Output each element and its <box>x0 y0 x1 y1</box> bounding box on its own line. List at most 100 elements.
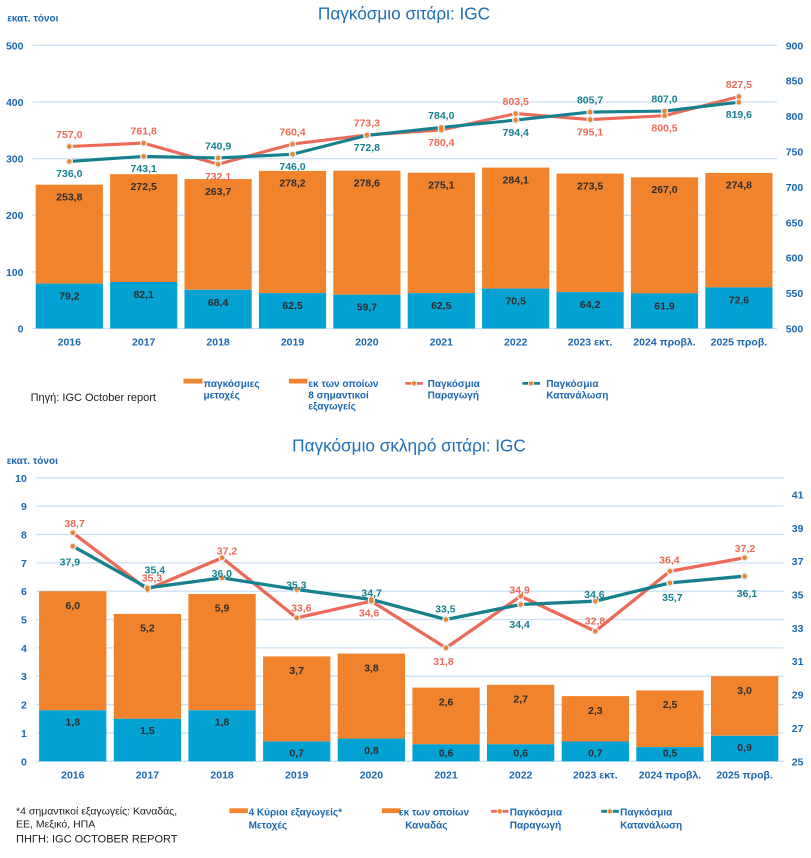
svg-text:5,2: 5,2 <box>140 623 155 635</box>
svg-text:0,7: 0,7 <box>588 748 603 760</box>
svg-text:0,7: 0,7 <box>289 748 304 760</box>
svg-text:82,1: 82,1 <box>133 289 154 301</box>
svg-text:2017: 2017 <box>132 336 156 348</box>
svg-text:παγκόσμιες: παγκόσμιες <box>204 379 260 390</box>
svg-text:Μετοχές: Μετοχές <box>249 820 287 831</box>
svg-text:36,4: 36,4 <box>659 555 680 567</box>
svg-text:ΠΗΓΗ: IGC OCTOBER REPORT: ΠΗΓΗ: IGC OCTOBER REPORT <box>16 833 178 845</box>
svg-text:33,6: 33,6 <box>291 603 312 615</box>
svg-text:37,2: 37,2 <box>735 543 756 555</box>
svg-text:267,0: 267,0 <box>651 184 677 196</box>
svg-text:34,7: 34,7 <box>361 588 382 600</box>
svg-text:εκ των οποίων: εκ των οποίων <box>308 379 379 390</box>
svg-text:*4 σημαντικοί εξαγωγείς: Καναδ: *4 σημαντικοί εξαγωγείς: Καναδάς, <box>16 805 177 817</box>
svg-text:2019: 2019 <box>281 336 305 348</box>
svg-text:6: 6 <box>21 586 27 598</box>
svg-text:736,0: 736,0 <box>56 168 82 180</box>
svg-text:2018: 2018 <box>210 769 234 781</box>
svg-text:2016: 2016 <box>58 336 82 348</box>
svg-text:263,7: 263,7 <box>205 186 231 198</box>
svg-text:34,6: 34,6 <box>584 589 605 601</box>
svg-text:Κατανάλωση: Κατανάλωση <box>546 390 608 401</box>
svg-text:772,8: 772,8 <box>354 142 380 154</box>
svg-text:31: 31 <box>792 656 804 668</box>
svg-text:33,5: 33,5 <box>435 604 456 616</box>
svg-text:Κατανάλωση: Κατανάλωση <box>620 820 682 831</box>
svg-text:900: 900 <box>786 40 804 52</box>
svg-text:34,9: 34,9 <box>509 585 530 597</box>
svg-text:Παγκόσμια: Παγκόσμια <box>620 807 673 818</box>
svg-text:2017: 2017 <box>136 769 160 781</box>
svg-text:1,5: 1,5 <box>140 725 155 737</box>
svg-text:3,8: 3,8 <box>364 662 379 674</box>
svg-text:100: 100 <box>6 267 24 279</box>
svg-text:72,6: 72,6 <box>729 294 750 306</box>
svg-text:35,7: 35,7 <box>662 592 683 604</box>
svg-text:750: 750 <box>786 147 804 159</box>
svg-text:Παγκόσμια: Παγκόσμια <box>546 379 599 390</box>
svg-text:ΕΕ, Μεξικό, ΗΠΑ: ΕΕ, Μεξικό, ΗΠΑ <box>16 819 95 831</box>
svg-text:35,3: 35,3 <box>142 573 163 585</box>
svg-text:2,7: 2,7 <box>513 694 528 706</box>
svg-text:761,8: 761,8 <box>131 126 157 138</box>
svg-text:732,1: 732,1 <box>205 171 231 183</box>
svg-text:550: 550 <box>786 288 804 300</box>
svg-text:2: 2 <box>21 700 27 712</box>
svg-text:37,2: 37,2 <box>217 546 238 558</box>
svg-text:284,1: 284,1 <box>503 174 529 186</box>
svg-text:784,0: 784,0 <box>428 110 454 122</box>
svg-text:500: 500 <box>786 324 804 336</box>
svg-text:272,5: 272,5 <box>131 181 157 193</box>
svg-text:2,3: 2,3 <box>588 705 603 717</box>
svg-text:64,2: 64,2 <box>580 299 601 311</box>
svg-text:Παγκόσμιο σκληρό σιτάρι: IGC: Παγκόσμιο σκληρό σιτάρι: IGC <box>292 435 526 455</box>
svg-text:795,1: 795,1 <box>577 126 603 138</box>
svg-text:37: 37 <box>792 556 804 568</box>
svg-text:0,9: 0,9 <box>737 742 752 754</box>
svg-text:Παραγωγή: Παραγωγή <box>428 390 479 401</box>
svg-text:7: 7 <box>21 558 27 570</box>
svg-text:9: 9 <box>21 501 27 513</box>
svg-text:300: 300 <box>6 154 24 166</box>
svg-text:37,9: 37,9 <box>60 556 81 568</box>
svg-text:274,8: 274,8 <box>726 180 752 192</box>
svg-text:35: 35 <box>792 590 804 602</box>
svg-text:5,9: 5,9 <box>215 603 230 615</box>
svg-text:773,3: 773,3 <box>354 118 380 130</box>
svg-text:757,0: 757,0 <box>56 129 82 141</box>
svg-text:2024 προβλ.: 2024 προβλ. <box>639 769 701 781</box>
svg-text:0: 0 <box>18 324 24 336</box>
svg-text:827,5: 827,5 <box>726 79 752 91</box>
svg-text:Παραγωγή: Παραγωγή <box>510 820 561 831</box>
svg-text:0: 0 <box>21 756 27 768</box>
svg-text:εξαγωγείς: εξαγωγείς <box>308 402 356 413</box>
svg-text:803,5: 803,5 <box>503 96 529 108</box>
svg-text:746,0: 746,0 <box>279 161 305 173</box>
svg-text:275,1: 275,1 <box>428 180 454 192</box>
svg-text:35,3: 35,3 <box>286 580 307 592</box>
svg-text:2023 εκτ.: 2023 εκτ. <box>568 336 613 348</box>
svg-text:41: 41 <box>792 490 804 502</box>
svg-text:0,5: 0,5 <box>663 748 678 760</box>
svg-text:5: 5 <box>21 615 27 627</box>
svg-text:32,8: 32,8 <box>585 615 606 627</box>
svg-text:61,9: 61,9 <box>654 300 675 312</box>
svg-text:2019: 2019 <box>285 769 309 781</box>
svg-text:Καναδάς: Καναδάς <box>405 820 447 831</box>
svg-text:2024 προβλ.: 2024 προβλ. <box>633 336 695 348</box>
svg-text:805,7: 805,7 <box>577 95 603 107</box>
svg-text:273,5: 273,5 <box>577 180 603 192</box>
svg-text:3,0: 3,0 <box>737 685 752 697</box>
svg-text:2020: 2020 <box>360 769 384 781</box>
svg-text:31,8: 31,8 <box>433 656 454 668</box>
svg-text:2,5: 2,5 <box>663 699 678 711</box>
svg-text:278,2: 278,2 <box>279 178 305 190</box>
svg-text:4 Κύριοι εξαγωγείς*: 4 Κύριοι εξαγωγείς* <box>249 807 343 818</box>
svg-text:10: 10 <box>15 473 27 485</box>
svg-text:650: 650 <box>786 217 804 229</box>
svg-text:500: 500 <box>6 40 24 52</box>
svg-text:2016: 2016 <box>61 769 85 781</box>
svg-text:2025 προβ.: 2025 προβ. <box>716 769 773 781</box>
svg-text:μετοχές: μετοχές <box>204 390 240 401</box>
svg-text:Παγκόσμιο σιτάρι: IGC: Παγκόσμιο σιτάρι: IGC <box>318 3 490 23</box>
